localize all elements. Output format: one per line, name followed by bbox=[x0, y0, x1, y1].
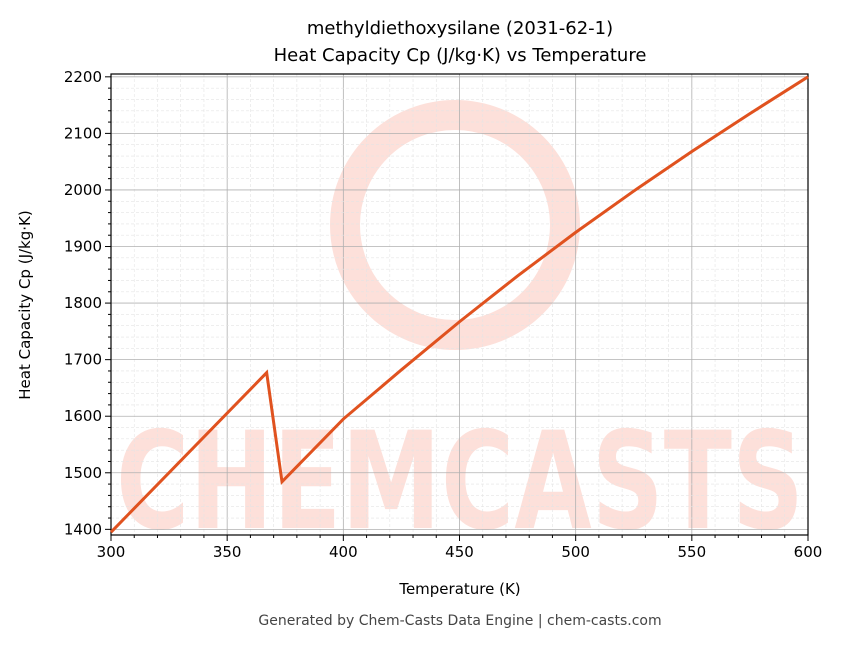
y-tick-label: 1700 bbox=[64, 351, 102, 369]
y-tick-label: 1500 bbox=[64, 464, 102, 482]
y-tick-label: 2100 bbox=[64, 124, 102, 142]
x-tick-label: 400 bbox=[329, 543, 358, 561]
y-axis-label: Heat Capacity Cp (J/kg·K) bbox=[16, 210, 34, 399]
y-tick-label: 1800 bbox=[64, 294, 102, 312]
y-tick-label: 2200 bbox=[64, 68, 102, 86]
x-tick-label: 600 bbox=[794, 543, 823, 561]
y-tick-label: 1600 bbox=[64, 407, 102, 425]
watermark-logo bbox=[330, 100, 580, 350]
footer: Generated by Chem-Casts Data Engine | ch… bbox=[258, 613, 661, 629]
chart-subtitle: Heat Capacity Cp (J/kg·K) vs Temperature bbox=[274, 45, 647, 66]
x-tick-label: 300 bbox=[97, 543, 126, 561]
y-tick-label: 1400 bbox=[64, 520, 102, 538]
x-tick-label: 350 bbox=[213, 543, 242, 561]
series-line bbox=[109, 75, 809, 534]
chart-title: methyldiethoxysilane (2031-62-1) bbox=[307, 18, 613, 39]
y-tick-label: 1900 bbox=[64, 238, 102, 256]
watermark: CHEMCASTS bbox=[116, 403, 804, 560]
x-axis-label: Temperature (K) bbox=[398, 580, 520, 598]
y-tick-label: 2000 bbox=[64, 181, 102, 199]
x-tick-label: 500 bbox=[561, 543, 590, 561]
x-tick-label: 450 bbox=[445, 543, 474, 561]
x-tick-label: 550 bbox=[678, 543, 707, 561]
